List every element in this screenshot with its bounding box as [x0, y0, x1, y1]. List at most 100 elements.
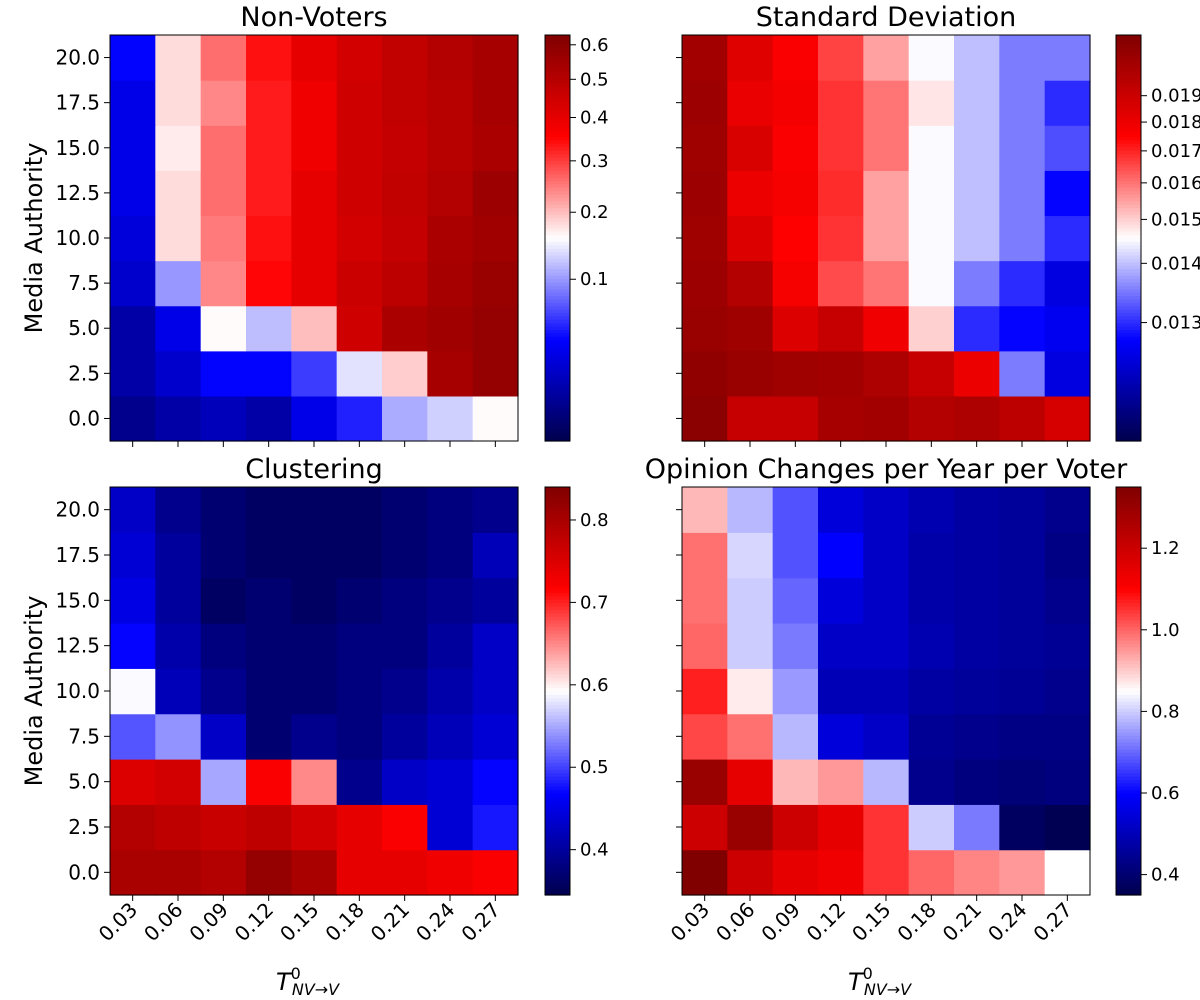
colorbar-segment [1116, 738, 1141, 743]
colorbar-segment [1116, 281, 1141, 286]
heatmap-cell [472, 804, 519, 851]
heatmap-cell [954, 80, 1000, 126]
heatmap-cell [336, 668, 383, 715]
heatmap-cell [908, 623, 955, 669]
colorbar-segment [545, 779, 570, 784]
colorbar-segment [545, 578, 570, 583]
heatmap-cell [727, 759, 774, 805]
colorbar-segment [545, 799, 570, 804]
heatmap-cell [727, 395, 774, 442]
colorbar-segment [1116, 353, 1141, 358]
colorbar-segment [545, 575, 570, 580]
heatmap-cell [246, 395, 292, 442]
colorbar-segment [1116, 830, 1141, 835]
colorbar-segment [545, 241, 570, 246]
heatmap-cell [999, 623, 1046, 669]
colorbar-segment [1116, 65, 1141, 70]
colorbar-segment [1116, 85, 1141, 90]
colorbar-segment [545, 312, 570, 317]
colorbar-segment [545, 735, 570, 740]
colorbar-segment [545, 244, 570, 249]
heatmap-cell [772, 713, 819, 760]
colorbar-segment [545, 163, 570, 168]
heatmap-cell [110, 170, 156, 217]
colorbar-segment [1116, 864, 1141, 869]
heatmap-cell [1044, 125, 1091, 171]
heatmap-cell [727, 623, 774, 669]
heatmap-cell [908, 487, 955, 533]
heatmap-cell [110, 80, 156, 126]
colorbar-segment [545, 534, 570, 539]
colorbar-segment [545, 878, 570, 882]
heatmap-cell [999, 804, 1046, 851]
heatmap-cell [863, 80, 910, 126]
colorbar-segment [545, 68, 570, 73]
colorbar-segment [1116, 728, 1141, 733]
colorbar-segment [1116, 867, 1141, 872]
colorbar-segment [545, 854, 570, 859]
colorbar-segment [1116, 850, 1141, 855]
heatmap-cell [863, 260, 910, 307]
heatmap-cell [818, 804, 864, 851]
colorbar-segment [545, 487, 570, 491]
heatmap-cell [155, 668, 202, 715]
colorbar-segment [545, 393, 570, 398]
colorbar-segment [545, 657, 570, 661]
colorbar-segment [1116, 285, 1141, 290]
heatmap-cell [472, 849, 519, 896]
colorbar-segment [1116, 653, 1141, 658]
heatmap-cell [818, 577, 864, 624]
colorbar-segment [1116, 551, 1141, 556]
colorbar-segment [1116, 319, 1141, 324]
heatmap-cell [472, 215, 519, 262]
heatmap-cell [1044, 260, 1091, 307]
heatmap-cell [682, 759, 728, 805]
colorbar-segment [1116, 840, 1141, 845]
heatmap-cell [908, 713, 955, 760]
x-tick-label: 0.21 [938, 898, 986, 946]
heatmap-cell [246, 350, 292, 397]
heatmap-cell [155, 532, 202, 579]
heatmap-cell [291, 713, 338, 760]
colorbar-segment [545, 820, 570, 825]
colorbar-tick-label: 1.0 [1151, 620, 1180, 641]
heatmap-cell [908, 804, 955, 851]
colorbar-segment [1116, 197, 1141, 202]
heatmap-cell [336, 487, 383, 533]
colorbar-segment [545, 606, 570, 610]
heatmap-cell [200, 849, 247, 896]
heatmap-cell [200, 577, 247, 624]
colorbar-segment [1116, 884, 1141, 889]
heatmap-cell [110, 577, 156, 624]
heatmap-cell [336, 759, 383, 805]
colorbar-segment [545, 830, 570, 835]
y-tick-label: 2.5 [68, 815, 100, 839]
colorbar-segment [545, 261, 570, 266]
colorbar-segment [1116, 122, 1141, 127]
colorbar-segment [545, 500, 570, 505]
heatmap-cell [908, 350, 955, 397]
colorbar-segment [545, 660, 570, 665]
colorbar-segment [1116, 708, 1141, 712]
colorbar-segment [1116, 339, 1141, 344]
chart-title: Opinion Changes per Year per Voter [645, 454, 1128, 485]
heatmap-cell [155, 623, 202, 669]
colorbar-segment [1116, 575, 1141, 580]
heatmap-cell [727, 849, 774, 896]
heatmap-cell [908, 577, 955, 624]
colorbar-tick-label: 0.1 [580, 269, 609, 290]
colorbar-segment [1116, 106, 1141, 111]
heatmap-cell [155, 487, 202, 533]
heatmap-cell [727, 125, 774, 171]
heatmap-cell [1044, 395, 1091, 442]
colorbar-segment [545, 366, 570, 371]
heatmap-cell [382, 170, 428, 217]
heatmap-cell [682, 804, 728, 851]
heatmap-cell [200, 125, 247, 171]
heatmap-cell [772, 260, 819, 307]
colorbar-segment [1116, 660, 1141, 665]
colorbar-segment [545, 353, 570, 358]
heatmap-cell [999, 260, 1046, 307]
x-tick-label: 0.06 [711, 898, 759, 946]
heatmap-cell [155, 80, 202, 126]
